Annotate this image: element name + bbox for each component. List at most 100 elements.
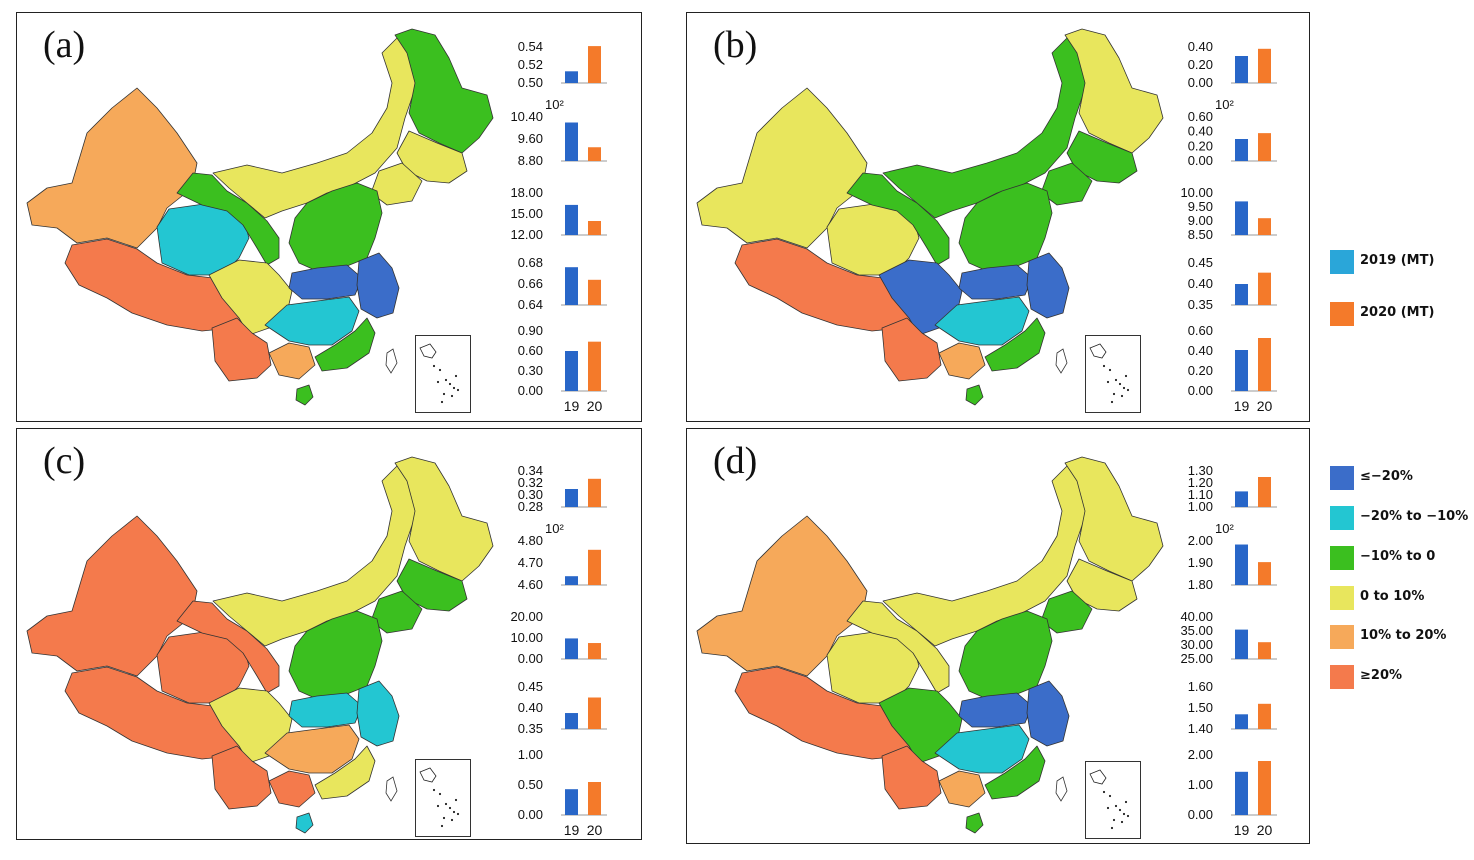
y-tick-label: 9.00	[1188, 213, 1213, 228]
y-tick-label: 8.50	[1188, 227, 1213, 242]
bar-2019	[565, 638, 578, 659]
bar-2019	[565, 71, 578, 83]
region-guangdong	[984, 745, 1046, 800]
legend-label: 2019 (MT)	[1360, 253, 1435, 268]
y-tick-label: 1.30	[1188, 463, 1213, 478]
bar-2020	[588, 221, 601, 235]
y-tick-label: 10.00	[510, 630, 543, 645]
panel-c: (c) 0.34 0.32 0.30 0.28 4.80 4.70 4.60 10² 20.00…	[16, 428, 642, 840]
legend-swatch	[1330, 625, 1354, 649]
region-hainan	[965, 812, 984, 834]
y-tick-label: 0.20	[1188, 138, 1213, 153]
china-map	[696, 28, 1164, 406]
region-south-central	[264, 724, 360, 774]
y-tick-label: 4.80	[518, 533, 543, 548]
multiplier-label: 10²	[545, 521, 564, 536]
y-tick-label: 0.50	[518, 75, 543, 90]
y-tick-label: 1.50	[1188, 700, 1213, 715]
region-hainan	[965, 384, 984, 406]
bar-charts: 1.301.201.101.002.001.901.8010²40.0035.0…	[1180, 463, 1277, 838]
y-tick-label: 1.00	[1188, 499, 1213, 514]
region-heilongjiang	[1064, 28, 1164, 154]
y-tick-label: 20.00	[510, 609, 543, 624]
y-tick-label: 0.50	[518, 777, 543, 792]
region-guangdong	[314, 745, 376, 800]
bar-2019	[565, 489, 578, 507]
x-tick-label: 19	[564, 398, 580, 414]
bar-2019	[565, 789, 578, 815]
y-tick-label: 0.54	[518, 39, 543, 54]
legend-swatch	[1330, 546, 1354, 570]
x-tick-label: 19	[564, 822, 580, 838]
bar-2020	[1258, 703, 1271, 729]
y-tick-label: 0.60	[518, 343, 543, 358]
bar-2019	[1235, 284, 1248, 305]
y-tick-label: 1.10	[1188, 487, 1213, 502]
south-china-sea-inset	[415, 335, 471, 413]
region-heilongjiang	[1064, 456, 1164, 582]
y-tick-label: 1.40	[1188, 721, 1213, 736]
bar-2019	[1235, 350, 1248, 391]
region-gansu	[176, 172, 280, 266]
region-guangxi	[938, 342, 986, 380]
panel-a: (a) 0.54 0.52 0.50 10.40 9.60 8.80 10² 18.00 15.…	[16, 12, 642, 422]
region-gansu	[846, 600, 950, 694]
region-guangxi	[268, 342, 316, 380]
bar-2020	[1258, 562, 1271, 585]
y-tick-label: 0.40	[1188, 124, 1213, 139]
bar-2020	[1258, 48, 1271, 83]
y-tick-label: 8.80	[518, 153, 543, 168]
bar-2020	[1258, 477, 1271, 507]
region-guangdong	[984, 317, 1046, 372]
x-tick-label: 19	[1234, 822, 1250, 838]
region-jilin	[1066, 558, 1138, 612]
bar-charts: 0.54 0.52 0.50 10.40 9.60 8.80 10² 18.00 15.00 12…	[510, 39, 607, 414]
y-tick-label: 1.80	[1188, 577, 1213, 592]
legend-label: ≤−20%	[1360, 469, 1413, 484]
y-tick-label: 1.60	[1188, 679, 1213, 694]
bar-2020	[1258, 761, 1271, 815]
region-heilongjiang	[394, 456, 494, 582]
bar-2019	[1235, 771, 1248, 815]
bar-2019	[565, 267, 578, 305]
bar-2019	[1235, 201, 1248, 235]
y-tick-label: 0.35	[518, 721, 543, 736]
y-tick-label: 4.70	[518, 555, 543, 570]
y-tick-label: 0.40	[1188, 276, 1213, 291]
y-tick-label: 0.00	[1188, 807, 1213, 822]
y-tick-label: 0.40	[518, 700, 543, 715]
legend-label: 2020 (MT)	[1360, 305, 1435, 320]
region-jilin	[1066, 130, 1138, 184]
panel-label: (c)	[43, 440, 86, 482]
legend-item-0-10: 0 to 10%	[1330, 586, 1474, 610]
bar-2020	[588, 478, 601, 507]
bar-2020	[588, 697, 601, 729]
inset-islands	[419, 343, 460, 404]
region-jilin	[396, 558, 468, 612]
region-central	[288, 692, 363, 728]
region-taiwan	[1055, 348, 1068, 374]
legend-item-10-20: 10% to 20%	[1330, 625, 1474, 649]
region-east	[1026, 680, 1070, 747]
bar-2019	[1235, 714, 1248, 729]
y-tick-label: 10.40	[510, 109, 543, 124]
y-tick-label: 0.60	[1188, 323, 1213, 338]
region-gansu	[176, 600, 280, 694]
region-qinghai	[156, 628, 250, 704]
bar-2020	[1258, 272, 1271, 305]
china-map	[26, 456, 494, 834]
multiplier-label: 10²	[545, 97, 564, 112]
region-central	[288, 264, 363, 300]
region-east	[1026, 252, 1070, 319]
legend-label: 0 to 10%	[1360, 589, 1425, 604]
bar-2019	[1235, 629, 1248, 659]
y-tick-label: 0.64	[518, 297, 543, 312]
y-tick-label: 9.60	[518, 131, 543, 146]
y-tick-label: 0.00	[1188, 383, 1213, 398]
multiplier-label: 10²	[1215, 521, 1234, 536]
panel-label: (b)	[713, 24, 758, 66]
legend-item-minus10-0: −10% to 0	[1330, 546, 1474, 570]
y-tick-label: 35.00	[1180, 623, 1213, 638]
panel-label: (d)	[713, 440, 758, 482]
y-tick-label: 9.50	[1188, 199, 1213, 214]
